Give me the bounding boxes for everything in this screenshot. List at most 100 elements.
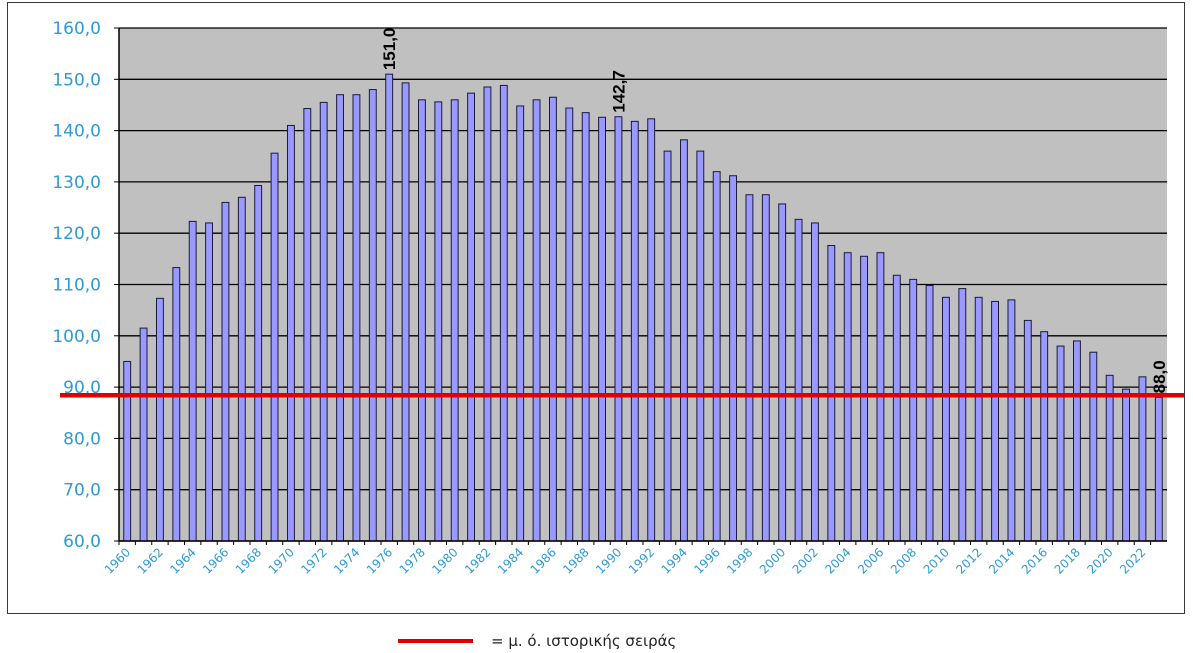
y-tick-label: 110,0 [52,276,101,296]
bar-chart: 60,070,080,090,0100,0110,0120,0130,0140,… [52,19,1184,577]
data-label: 151,0 [380,28,399,71]
bar [647,118,656,542]
y-tick-label: 120,0 [52,224,101,244]
bar [352,94,361,542]
x-tick-label: 1992 [626,545,657,576]
bar [1105,374,1114,542]
chart-frame: 60,0 70,0 80,0 90,0 100,0 110,0 120,0 130,0 140,… [7,2,1185,614]
bar [483,86,492,542]
bar [941,296,950,542]
bar [778,203,787,542]
bar [467,92,476,542]
x-tick-label: 1970 [266,545,297,576]
bar [1056,345,1065,542]
bar [548,96,557,542]
bar [565,107,574,542]
bar [925,285,934,542]
x-tick-label: 1980 [429,545,460,576]
legend-label: = μ. ό. ιστορικής σειράς [491,632,677,650]
x-tick-label: 2012 [953,545,984,576]
bar [1023,319,1032,542]
x-tick-label: 1994 [659,545,690,576]
bar [270,152,279,542]
x-tick-label: 1978 [397,545,428,576]
bar [188,220,197,542]
x-tick-label: 1996 [691,545,722,576]
bar [974,296,983,542]
bar [303,108,312,542]
x-tick-label: 1964 [167,545,198,576]
bar [810,222,819,542]
x-tick-label: 2010 [921,545,952,576]
x-tick-label: 2014 [986,545,1017,576]
x-tick-label: 2006 [855,545,886,576]
x-tick-label: 1976 [364,545,395,576]
x-tick-label: 2004 [822,545,853,576]
bar [450,99,459,542]
bar [663,150,672,542]
bar [172,267,181,542]
bar [319,101,328,542]
legend-reference-line-swatch [398,639,473,643]
bar [417,99,426,542]
y-tick-label: 150,0 [52,70,101,90]
bar [123,360,132,542]
x-tick-label: 2020 [1084,545,1115,576]
x-tick-label: 1988 [560,545,591,576]
bar [286,124,295,542]
bar [630,120,639,542]
bar [516,105,525,542]
bar [958,288,967,542]
bar [598,116,607,542]
x-tick-label: 1990 [593,545,624,576]
y-tick-label: 100,0 [52,327,101,347]
x-tick-label: 1966 [200,545,231,576]
data-label: 142,7 [609,70,628,113]
bar [745,194,754,542]
bar [221,201,230,542]
bar [696,150,705,542]
bar [1072,340,1081,542]
x-tick-label: 2008 [888,545,919,576]
bar [254,184,263,542]
x-tick-label: 1968 [233,545,264,576]
x-tick-label: 2002 [790,545,821,576]
bar [1040,331,1049,542]
bar [139,327,148,542]
bar [401,82,410,542]
bar [336,94,345,542]
y-tick-label: 60,0 [63,532,101,552]
bar [679,139,688,542]
bar [1154,396,1163,542]
bar [729,175,738,542]
bar [991,300,1000,542]
bar [434,101,443,542]
x-tick-label: 1974 [331,545,362,576]
bar [860,255,869,542]
y-tick-label: 160,0 [52,19,101,39]
x-tick-label: 1972 [298,545,329,576]
x-tick-label: 2018 [1052,545,1083,576]
bar [205,222,214,542]
data-label: 88,0 [1150,360,1169,393]
x-tick-label: 2000 [757,545,788,576]
bar [237,196,246,542]
bar [1089,351,1098,542]
x-tick-label: 2016 [1019,545,1050,576]
bar [909,278,918,542]
bar [712,171,721,542]
x-tick-label: 1962 [135,545,166,576]
bar [368,89,377,542]
y-tick-label: 80,0 [63,429,101,449]
x-tick-label: 2022 [1117,545,1148,576]
y-tick-label: 140,0 [52,122,101,142]
bar [794,218,803,542]
bar [1122,388,1131,542]
bar [385,73,394,542]
bar [155,297,164,542]
bar [1138,376,1147,542]
y-tick-label: 130,0 [52,173,101,193]
y-tick-label: 70,0 [63,481,101,501]
x-tick-label: 1984 [495,545,526,576]
bar [532,99,541,542]
